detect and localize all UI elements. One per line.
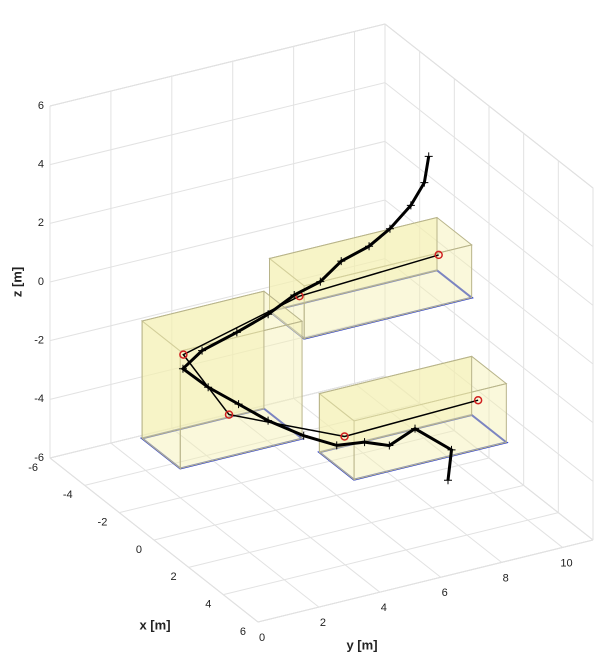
z-tick-label: 0 bbox=[38, 276, 44, 288]
region-box-face bbox=[318, 355, 473, 453]
trajectory-point bbox=[411, 424, 420, 433]
z-axis-label: z [m] bbox=[9, 267, 24, 297]
trajectory-point bbox=[385, 441, 394, 450]
marks bbox=[178, 152, 483, 485]
grid-line bbox=[232, 412, 442, 578]
grid-line bbox=[110, 442, 320, 608]
y-tick-label: 8 bbox=[503, 572, 509, 584]
x-tick-label: -4 bbox=[63, 489, 73, 501]
labels: -6 -4 -2 0 2 4 6 0 2 4 6 8 10 -6 -4 -2 0 2 4 6 bbox=[28, 100, 572, 644]
grid-line bbox=[49, 23, 386, 107]
grid-line bbox=[384, 375, 594, 541]
x-tick-label: 2 bbox=[171, 571, 177, 583]
trajectory-point bbox=[234, 400, 243, 409]
grid-line bbox=[293, 397, 502, 563]
grid-line bbox=[384, 82, 594, 248]
trajectory-point bbox=[385, 224, 394, 233]
grid-line bbox=[188, 484, 524, 568]
x-tick-label: 4 bbox=[205, 599, 211, 611]
waypoint bbox=[473, 395, 483, 405]
trajectory-point bbox=[365, 242, 374, 251]
trajectory-point bbox=[316, 277, 325, 286]
z-tick-label: 4 bbox=[38, 159, 44, 171]
trajectory-point bbox=[232, 328, 241, 337]
grid-line bbox=[49, 82, 386, 166]
grid-line bbox=[84, 402, 420, 486]
trajectory-point bbox=[360, 438, 369, 447]
grid-line bbox=[171, 427, 381, 593]
z-tick-label: -6 bbox=[34, 452, 44, 464]
trajectory-point bbox=[264, 310, 273, 319]
x-tick-label: -6 bbox=[28, 462, 38, 474]
trajectory-point bbox=[198, 346, 207, 355]
grid-line bbox=[119, 430, 455, 514]
grid-line bbox=[384, 140, 594, 306]
waypoint bbox=[224, 410, 234, 419]
trajectory-point bbox=[204, 383, 213, 392]
y-tick-label: 10 bbox=[560, 557, 572, 569]
waypoint bbox=[179, 350, 188, 359]
y-tick-label: 0 bbox=[259, 632, 265, 644]
grid-line bbox=[384, 316, 594, 482]
x-tick-label: 6 bbox=[240, 626, 246, 638]
boxes bbox=[139, 216, 509, 481]
grid-line bbox=[354, 383, 563, 548]
trajectory-point bbox=[447, 445, 456, 454]
trajectory-point bbox=[332, 441, 341, 450]
z-tick-label: -2 bbox=[34, 335, 44, 347]
z-tick-label: -4 bbox=[34, 393, 44, 405]
grid-line bbox=[384, 23, 594, 189]
trajectory-point bbox=[406, 201, 415, 210]
z-tick-label: 2 bbox=[38, 217, 44, 229]
y-tick-label: 6 bbox=[442, 587, 448, 599]
y-tick-label: 4 bbox=[381, 602, 387, 614]
y-axis-label: y [m] bbox=[346, 637, 377, 652]
grid-line bbox=[384, 258, 594, 424]
grid-line bbox=[153, 457, 490, 541]
grid-line bbox=[49, 316, 386, 400]
trajectory-point bbox=[424, 152, 433, 161]
trajectory-point bbox=[264, 416, 273, 425]
x-axis-label: x [m] bbox=[139, 617, 170, 632]
grid-line bbox=[49, 375, 386, 459]
grid bbox=[49, 23, 594, 623]
trajectory-point bbox=[290, 290, 299, 299]
grid-line bbox=[384, 199, 594, 365]
x-tick-label: 0 bbox=[136, 544, 142, 556]
waypoint bbox=[340, 432, 349, 441]
grid-line bbox=[49, 457, 259, 623]
trajectory-point bbox=[420, 178, 429, 187]
trajectory-point bbox=[178, 364, 187, 373]
grid-line bbox=[257, 539, 594, 623]
trajectory-point bbox=[299, 431, 308, 440]
waypoint bbox=[434, 250, 443, 260]
trajectory-point bbox=[337, 257, 346, 266]
z-tick-label: 6 bbox=[38, 100, 44, 112]
trajectory-point bbox=[444, 476, 452, 485]
series-line bbox=[180, 156, 454, 481]
grid-line bbox=[49, 199, 386, 283]
y-tick-label: 2 bbox=[320, 617, 326, 629]
grid-line bbox=[223, 512, 559, 596]
grid-line bbox=[49, 140, 386, 224]
x-tick-label: -2 bbox=[98, 517, 108, 529]
